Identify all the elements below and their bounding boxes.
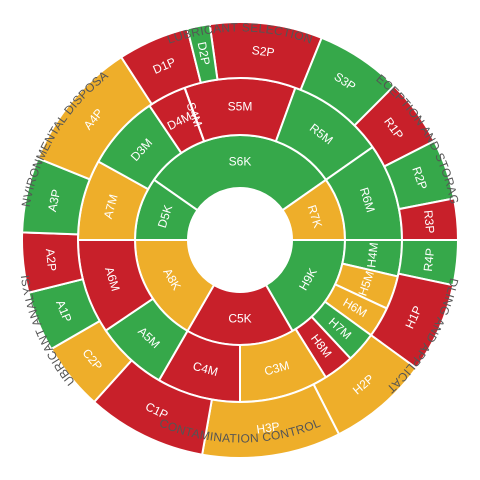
- segment-label-a3p: A3P: [45, 188, 63, 213]
- segment-d2p: [186, 22, 219, 85]
- center-hole: [188, 188, 292, 292]
- segment-label-a2p: A2P: [43, 248, 59, 272]
- segment-label-h4m: H4M: [364, 242, 381, 269]
- segment-label-c3m: C3M: [263, 358, 291, 378]
- segment-label-r3p: R3P: [421, 210, 437, 235]
- ring-segments: S6KR7KH9KC5KA8KD5KS5MR5MR6MH4MH5MH6MH7MH…: [0, 0, 458, 458]
- segment-label-r4p: R4P: [421, 248, 437, 273]
- segment-label-c4m: C4M: [191, 359, 219, 379]
- segment-label-s2p: S2P: [251, 43, 275, 60]
- segment-s4m: [183, 87, 206, 142]
- segment-label-s1p: S1P: [0, 0, 11, 7]
- segment-label-s6k: S6K: [229, 155, 252, 169]
- segment-label-r7k: R7K: [305, 203, 325, 229]
- segment-label-d5k: D5K: [155, 203, 175, 229]
- segment-label-d2p: D2P: [195, 41, 213, 67]
- segment-label-s5m: S5M: [228, 100, 253, 114]
- segment-label-c5k: C5K: [228, 312, 251, 326]
- segment-label-h3p: H3P: [256, 419, 281, 436]
- segment-label-a6m: A6M: [102, 265, 123, 293]
- segment-label-a7m: A7M: [101, 193, 121, 220]
